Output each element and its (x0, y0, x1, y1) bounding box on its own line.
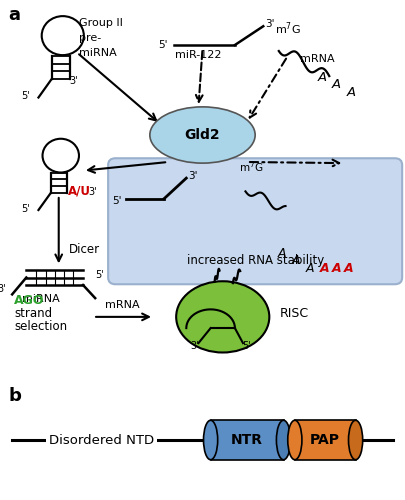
Text: Dicer: Dicer (69, 243, 100, 256)
Ellipse shape (176, 281, 269, 352)
Text: 5': 5' (21, 204, 30, 214)
Text: 3': 3' (70, 76, 78, 86)
Text: A: A (292, 254, 300, 268)
Text: RISC: RISC (279, 307, 309, 320)
Text: 5': 5' (159, 40, 168, 50)
Text: miRNA: miRNA (79, 48, 117, 58)
Text: 3': 3' (265, 20, 275, 30)
Text: A: A (318, 70, 327, 84)
Text: 3': 3' (188, 171, 198, 181)
Text: 3': 3' (88, 187, 96, 197)
Text: Group II: Group II (79, 18, 123, 28)
Text: 5': 5' (21, 92, 30, 102)
Ellipse shape (348, 420, 363, 460)
Text: 3': 3' (190, 341, 199, 351)
Bar (211, 420, 284, 460)
Ellipse shape (276, 420, 290, 460)
Ellipse shape (288, 420, 302, 460)
Text: A: A (332, 78, 341, 91)
Text: a: a (8, 6, 20, 24)
Text: Disordered NTD: Disordered NTD (49, 434, 154, 446)
Text: m$^7$G: m$^7$G (239, 160, 263, 174)
Text: 3': 3' (0, 284, 6, 294)
FancyBboxPatch shape (108, 158, 402, 284)
Text: miR-122: miR-122 (175, 50, 222, 60)
Text: selection: selection (14, 320, 67, 333)
Text: A: A (344, 262, 354, 275)
Text: 5': 5' (95, 270, 104, 280)
Text: NTR: NTR (231, 433, 263, 447)
Text: increased RNA stability: increased RNA stability (187, 254, 324, 267)
Text: PAP: PAP (310, 433, 340, 447)
Text: 5': 5' (112, 196, 122, 205)
Text: AGO: AGO (14, 294, 45, 306)
Text: miRNA: miRNA (21, 294, 60, 304)
Text: mRNA: mRNA (300, 54, 334, 64)
Text: A: A (320, 262, 330, 275)
Text: A: A (277, 247, 286, 260)
Ellipse shape (150, 107, 255, 163)
Text: A: A (332, 262, 342, 275)
Ellipse shape (203, 420, 218, 460)
Text: 5': 5' (243, 341, 252, 351)
Text: A: A (173, 148, 183, 162)
Text: pre-: pre- (79, 33, 101, 43)
Text: b: b (8, 387, 21, 405)
Text: A: A (346, 86, 356, 98)
Text: mRNA: mRNA (105, 300, 140, 310)
Text: Gld2: Gld2 (185, 128, 220, 142)
Text: strand: strand (14, 307, 52, 320)
Text: m$^7$G: m$^7$G (275, 20, 301, 37)
Text: A/U: A/U (68, 185, 91, 198)
Bar (295, 420, 356, 460)
Text: A: A (306, 262, 314, 275)
